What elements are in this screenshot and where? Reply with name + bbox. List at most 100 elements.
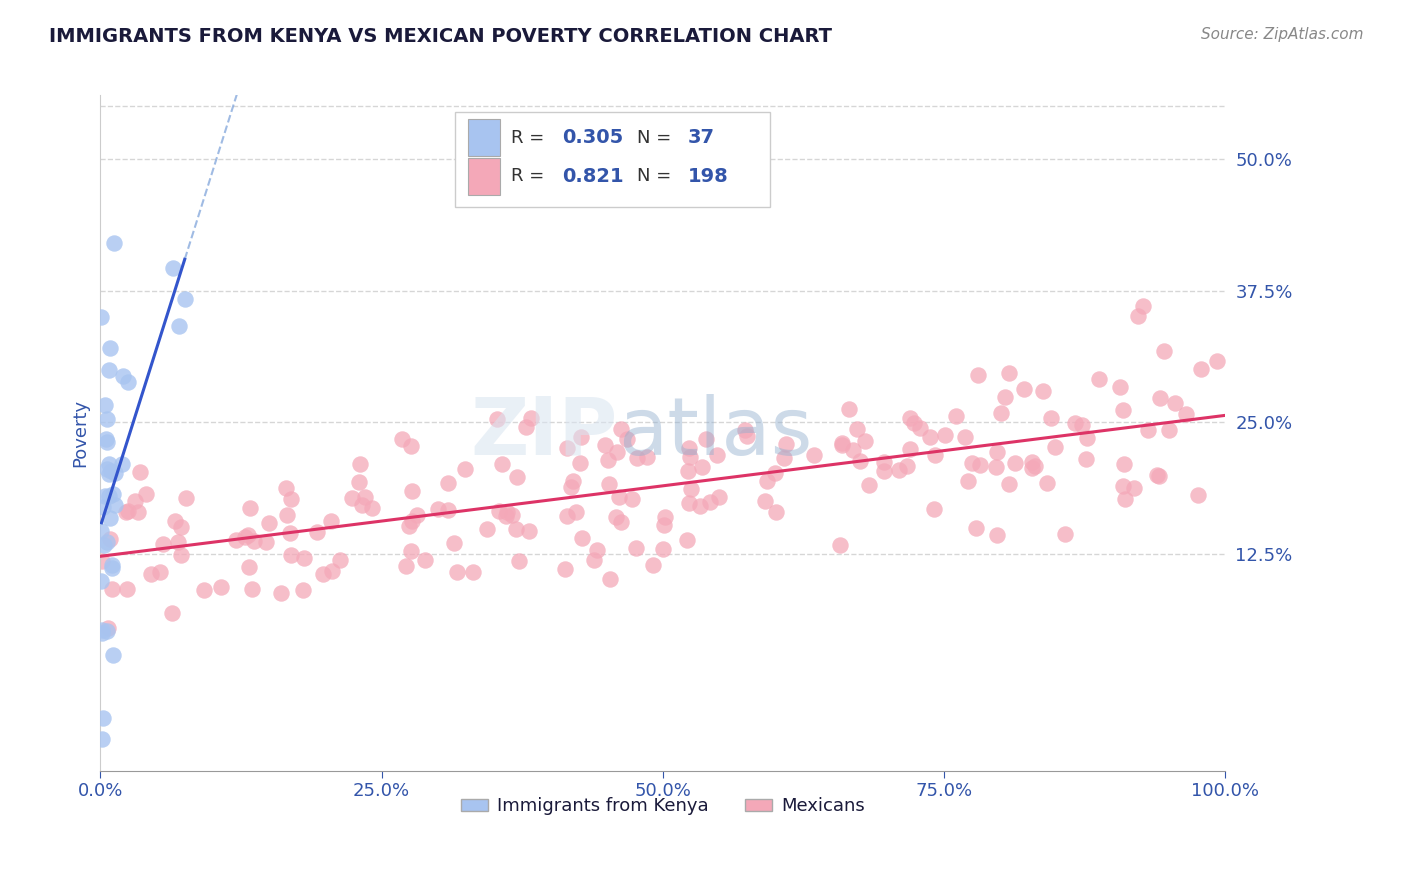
Point bbox=[454, 462, 477, 476]
Point bbox=[233, 530, 256, 544]
Point bbox=[239, 501, 262, 516]
Point bbox=[124, 493, 146, 508]
Point bbox=[620, 492, 643, 507]
Point bbox=[831, 438, 853, 452]
Point bbox=[427, 502, 450, 516]
Point bbox=[254, 535, 277, 549]
Point bbox=[569, 430, 592, 444]
Point bbox=[934, 428, 956, 442]
Point bbox=[463, 565, 485, 579]
Point bbox=[1146, 468, 1168, 483]
Point bbox=[763, 466, 786, 480]
Point bbox=[706, 449, 728, 463]
Point bbox=[280, 491, 302, 506]
Point bbox=[91, 626, 114, 640]
Point bbox=[91, 732, 114, 747]
Point bbox=[139, 566, 162, 581]
Point bbox=[1032, 384, 1054, 399]
Point bbox=[626, 450, 648, 465]
Point bbox=[97, 621, 120, 635]
Point bbox=[908, 421, 931, 435]
Point bbox=[96, 535, 118, 549]
Point bbox=[496, 505, 519, 519]
Point bbox=[918, 430, 941, 444]
Point bbox=[998, 476, 1021, 491]
Point bbox=[1123, 481, 1146, 495]
Point bbox=[274, 482, 297, 496]
Point bbox=[491, 457, 513, 471]
Point bbox=[569, 456, 592, 470]
Point bbox=[1132, 300, 1154, 314]
Point bbox=[679, 450, 702, 465]
Point bbox=[127, 505, 149, 519]
Point bbox=[149, 565, 172, 579]
Point bbox=[678, 442, 700, 456]
Point bbox=[735, 429, 758, 443]
Point bbox=[838, 402, 860, 417]
Point bbox=[922, 502, 945, 516]
FancyBboxPatch shape bbox=[468, 120, 499, 156]
Point bbox=[100, 464, 122, 478]
Point bbox=[169, 548, 191, 562]
Point bbox=[610, 515, 633, 529]
Point bbox=[1036, 475, 1059, 490]
FancyBboxPatch shape bbox=[468, 158, 499, 195]
Point bbox=[695, 432, 717, 446]
Point bbox=[515, 420, 537, 434]
Point bbox=[1053, 527, 1076, 541]
Point bbox=[689, 499, 711, 513]
Point bbox=[399, 543, 422, 558]
Point bbox=[104, 498, 127, 512]
Point bbox=[555, 509, 578, 524]
Point bbox=[654, 509, 676, 524]
Point bbox=[117, 582, 139, 597]
Point bbox=[100, 558, 122, 572]
Point bbox=[1164, 396, 1187, 410]
Point bbox=[90, 524, 112, 538]
Point bbox=[103, 235, 125, 250]
Point bbox=[676, 464, 699, 478]
Point bbox=[607, 490, 630, 504]
Point bbox=[599, 572, 621, 586]
Point bbox=[616, 432, 638, 446]
Point bbox=[101, 582, 124, 597]
Point bbox=[969, 458, 991, 472]
Point bbox=[163, 514, 186, 528]
Point bbox=[475, 522, 498, 536]
Point bbox=[1064, 416, 1087, 430]
Point bbox=[436, 476, 458, 491]
Point bbox=[1175, 408, 1198, 422]
Point bbox=[887, 463, 910, 477]
Point bbox=[1021, 455, 1043, 469]
Point bbox=[965, 521, 987, 535]
Point bbox=[280, 548, 302, 562]
Point bbox=[986, 445, 1008, 459]
Point bbox=[519, 411, 541, 425]
Point bbox=[391, 432, 413, 446]
Point bbox=[278, 525, 301, 540]
Point bbox=[1024, 459, 1046, 474]
Point bbox=[1159, 423, 1181, 437]
Point bbox=[98, 510, 121, 524]
Point bbox=[349, 457, 371, 471]
Point bbox=[111, 368, 134, 383]
Text: R =: R = bbox=[510, 168, 550, 186]
Point bbox=[243, 533, 266, 548]
Point bbox=[240, 582, 263, 596]
Point bbox=[292, 583, 315, 598]
Point bbox=[896, 458, 918, 473]
Point bbox=[399, 439, 422, 453]
Point bbox=[305, 525, 328, 540]
Point bbox=[395, 559, 418, 574]
Point bbox=[641, 558, 664, 573]
Text: 37: 37 bbox=[688, 128, 714, 147]
Point bbox=[129, 465, 152, 479]
Point bbox=[1021, 461, 1043, 475]
Text: 0.821: 0.821 bbox=[561, 167, 623, 186]
Point bbox=[506, 469, 529, 483]
Point bbox=[486, 412, 509, 426]
Point bbox=[898, 411, 921, 425]
Point bbox=[562, 474, 585, 488]
Y-axis label: Poverty: Poverty bbox=[72, 399, 89, 467]
Point bbox=[349, 475, 371, 490]
